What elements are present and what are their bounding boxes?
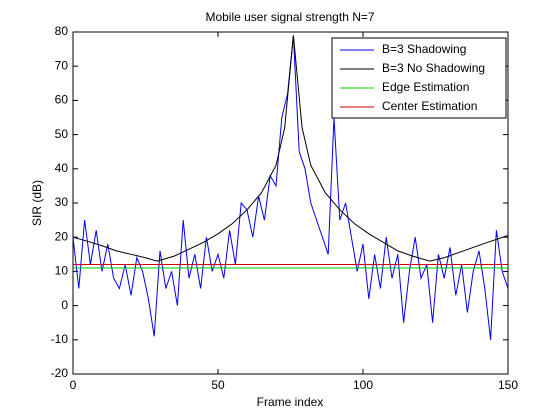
y-tick-label: 0 [61, 298, 68, 312]
legend-label: B=3 Shadowing [382, 42, 466, 56]
series-line [72, 35, 509, 262]
x-tick-label: 0 [70, 378, 77, 392]
x-axis-label: Frame index [257, 395, 324, 409]
y-tick-label: 60 [55, 93, 69, 107]
y-tick-label: -10 [51, 332, 69, 346]
chart-title: Mobile user signal strength N=7 [205, 10, 374, 24]
y-tick-label: 70 [55, 58, 69, 72]
y-tick-label: 10 [55, 264, 69, 278]
legend-label: B=3 No Shadowing [382, 61, 485, 75]
y-tick-label: 80 [55, 24, 69, 38]
x-tick-label: 150 [498, 378, 518, 392]
y-tick-label: 20 [55, 229, 69, 243]
legend-label: Edge Estimation [382, 80, 469, 94]
y-tick-label: 40 [55, 161, 69, 175]
y-axis-label: SIR (dB) [30, 180, 44, 226]
legend-box [331, 37, 507, 119]
x-tick-label: 100 [353, 378, 373, 392]
legend-label: Center Estimation [382, 99, 477, 113]
x-tick-label: 50 [211, 378, 225, 392]
y-tick-label: 30 [55, 195, 69, 209]
y-tick-label: 50 [55, 127, 69, 141]
y-tick-label: -20 [51, 366, 69, 380]
